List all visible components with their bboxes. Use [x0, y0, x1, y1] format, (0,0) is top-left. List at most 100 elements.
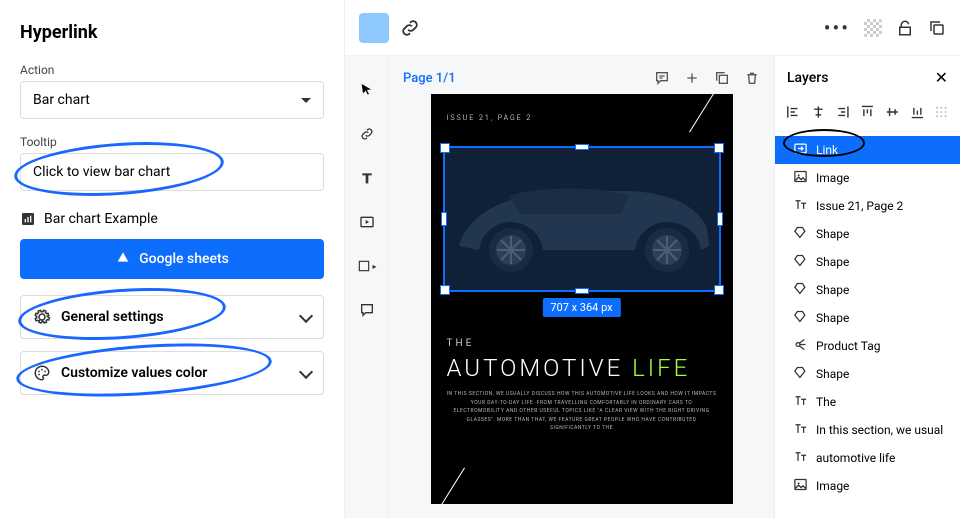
- align-bottom-icon[interactable]: [909, 103, 926, 121]
- gear-icon: [33, 308, 51, 326]
- customize-colors-accordion[interactable]: Customize values color: [20, 351, 324, 395]
- color-swatch[interactable]: [359, 13, 389, 43]
- layer-item[interactable]: Issue 21, Page 2: [775, 192, 960, 220]
- layer-label: automotive life: [816, 451, 895, 465]
- shape-icon: [793, 365, 808, 383]
- general-settings-label: General settings: [61, 309, 164, 325]
- tool-column: ▸: [345, 56, 389, 518]
- text-icon: [793, 393, 808, 411]
- align-top-icon[interactable]: [859, 103, 876, 121]
- comment-tool[interactable]: [357, 300, 377, 320]
- layer-item[interactable]: Shape: [775, 304, 960, 332]
- layer-item[interactable]: In this section, we usual: [775, 416, 960, 444]
- dimension-label: 707 x 364 px: [542, 298, 620, 317]
- top-bar: •••: [345, 0, 960, 56]
- google-sheets-label: Google sheets: [139, 251, 229, 267]
- panel-title: Hyperlink: [20, 22, 324, 43]
- close-icon[interactable]: ✕: [935, 68, 948, 87]
- caret-down-icon: [301, 98, 311, 103]
- layer-list: Link Image Issue 21, Page 2 Shape Shape Shape…: [775, 132, 960, 518]
- headline-the: THE: [447, 338, 475, 349]
- bar-chart-example-row: Bar chart Example: [20, 211, 324, 227]
- tag-icon: [793, 337, 808, 355]
- trash-icon[interactable]: [744, 70, 760, 86]
- action-select[interactable]: Bar chart: [20, 81, 324, 119]
- layer-label: Product Tag: [816, 339, 880, 353]
- image-icon: [793, 477, 808, 495]
- chart-file-icon: [20, 211, 36, 227]
- layer-label: Shape: [816, 311, 849, 325]
- link-icon[interactable]: [399, 17, 421, 39]
- more-icon[interactable]: •••: [824, 16, 850, 40]
- layer-item[interactable]: Shape: [775, 248, 960, 276]
- layer-label: Issue 21, Page 2: [816, 199, 903, 213]
- selection-box[interactable]: [443, 146, 721, 292]
- layer-label: Shape: [816, 227, 849, 241]
- align-left-icon[interactable]: [785, 103, 802, 121]
- action-value: Bar chart: [33, 92, 90, 108]
- comment-icon[interactable]: [654, 70, 670, 86]
- layer-label: Shape: [816, 255, 849, 269]
- shape-icon: [793, 309, 808, 327]
- issue-text: ISSUE 21, PAGE 2: [447, 114, 717, 122]
- palette-icon: [33, 364, 51, 382]
- tooltip-label: Tooltip: [20, 135, 324, 149]
- editor-area: ••• ▸ Page 1/1: [345, 0, 960, 518]
- general-settings-accordion[interactable]: General settings: [20, 295, 324, 339]
- video-tool[interactable]: [357, 212, 377, 232]
- align-middle-icon[interactable]: [884, 103, 901, 121]
- layer-item[interactable]: Image: [775, 472, 960, 500]
- layer-item[interactable]: Link: [775, 136, 960, 164]
- text-tool[interactable]: [357, 168, 377, 188]
- google-sheets-button[interactable]: Google sheets: [20, 239, 324, 279]
- layer-item[interactable]: The: [775, 388, 960, 416]
- layers-title: Layers: [787, 70, 828, 86]
- chevron-down-icon: [301, 365, 311, 381]
- text-icon: [793, 449, 808, 467]
- layer-label: Shape: [816, 367, 849, 381]
- layers-panel: Layers ✕ Link Image Issue 21, Page 2 Shape S…: [774, 56, 960, 518]
- layer-label: In this section, we usual: [816, 423, 943, 437]
- layer-label: Image: [816, 171, 849, 185]
- layer-item[interactable]: Product Tag: [775, 332, 960, 360]
- shape-icon: [793, 225, 808, 243]
- pointer-tool[interactable]: [357, 80, 377, 100]
- example-label: Bar chart Example: [44, 211, 158, 227]
- align-right-icon[interactable]: [834, 103, 851, 121]
- body-text: IN THIS SECTION, WE USUALLY DISCUSS HOW …: [447, 390, 717, 433]
- customize-colors-label: Customize values color: [61, 365, 207, 381]
- copy-icon[interactable]: [928, 19, 946, 37]
- canvas-wrap: Page 1/1 ISSUE 21, PAGE 2: [389, 56, 774, 518]
- text-icon: [793, 197, 808, 215]
- layer-label: The: [816, 395, 836, 409]
- headline-auto: AUTOMOTIVE LIFE: [447, 354, 691, 382]
- layer-item[interactable]: Image: [775, 164, 960, 192]
- layer-item[interactable]: automotive life: [775, 444, 960, 472]
- layer-item[interactable]: Shape: [775, 360, 960, 388]
- layer-item[interactable]: Shape: [775, 276, 960, 304]
- tooltip-input[interactable]: [20, 153, 324, 191]
- unlock-icon[interactable]: [896, 19, 914, 37]
- align-center-h-icon[interactable]: [810, 103, 827, 121]
- plus-icon[interactable]: [684, 70, 700, 86]
- decor-line: [431, 468, 465, 504]
- shape-icon: [793, 281, 808, 299]
- artboard[interactable]: ISSUE 21, PAGE 2: [431, 94, 733, 504]
- hyperlink-panel: Hyperlink Action Bar chart Tooltip Bar c…: [0, 0, 345, 518]
- transparency-icon[interactable]: [864, 19, 882, 37]
- google-drive-icon: [115, 251, 131, 267]
- distribute-icon[interactable]: [933, 103, 950, 121]
- canvas-actions: [654, 70, 760, 86]
- layer-label: Image: [816, 479, 849, 493]
- text-icon: [793, 421, 808, 439]
- layer-label: Link: [816, 143, 838, 157]
- layer-label: Shape: [816, 283, 849, 297]
- align-row: [775, 97, 960, 132]
- link-tool[interactable]: [357, 124, 377, 144]
- duplicate-icon[interactable]: [714, 70, 730, 86]
- image-icon: [793, 169, 808, 187]
- shape-tool[interactable]: ▸: [357, 256, 377, 276]
- page-indicator[interactable]: Page 1/1: [403, 71, 456, 86]
- shape-icon: [793, 253, 808, 271]
- layer-item[interactable]: Shape: [775, 220, 960, 248]
